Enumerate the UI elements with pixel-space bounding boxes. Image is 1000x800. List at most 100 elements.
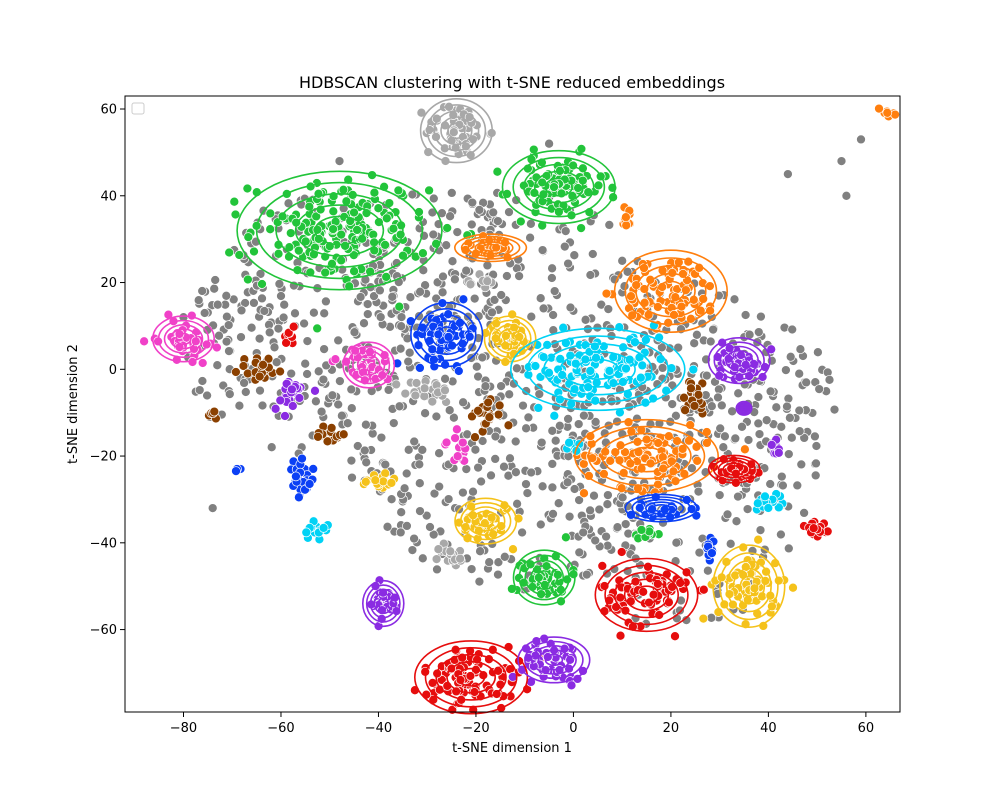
cluster-point bbox=[394, 301, 405, 312]
density-contour bbox=[544, 177, 573, 197]
noise-point bbox=[740, 310, 751, 320]
noise-point bbox=[753, 418, 764, 429]
noise-point bbox=[657, 342, 667, 353]
noise-point bbox=[701, 370, 712, 381]
noise-point bbox=[318, 374, 329, 385]
noise-point bbox=[574, 547, 585, 558]
noise-point bbox=[602, 568, 612, 579]
noise-point bbox=[602, 499, 613, 510]
noise-point bbox=[444, 405, 455, 416]
noise-point bbox=[239, 378, 249, 388]
noise-point bbox=[266, 442, 277, 453]
cluster-point bbox=[702, 438, 712, 448]
cluster-point bbox=[391, 379, 402, 390]
noise-point bbox=[547, 273, 557, 283]
cluster-point bbox=[312, 224, 323, 235]
density-contour bbox=[623, 578, 670, 612]
density-contour bbox=[454, 233, 528, 263]
cluster-point bbox=[249, 246, 259, 257]
density-contour bbox=[157, 319, 210, 359]
noise-point bbox=[785, 412, 795, 423]
density-contour bbox=[474, 241, 507, 255]
cluster-point bbox=[277, 211, 288, 222]
noise-point bbox=[236, 305, 247, 316]
cluster-point bbox=[433, 544, 444, 555]
noise-point bbox=[810, 470, 821, 481]
cluster-point bbox=[400, 388, 411, 399]
noise-point bbox=[811, 458, 821, 469]
noise-point bbox=[786, 432, 797, 443]
noise-point bbox=[255, 385, 265, 396]
cluster-point bbox=[410, 390, 421, 401]
cluster-point bbox=[620, 447, 630, 457]
noise-point bbox=[395, 343, 406, 354]
cluster-point bbox=[667, 582, 677, 592]
cluster-point bbox=[440, 385, 450, 396]
cluster-point bbox=[330, 354, 341, 365]
noise-point bbox=[415, 286, 425, 297]
noise-point bbox=[207, 503, 218, 513]
noise-point bbox=[468, 486, 478, 497]
noise-point bbox=[440, 373, 450, 384]
noise-point bbox=[375, 285, 385, 296]
noise-point bbox=[548, 310, 558, 320]
density-contour bbox=[736, 401, 751, 415]
cluster-point bbox=[209, 406, 220, 417]
chart-title: HDBSCAN clustering with t-SNE reduced em… bbox=[299, 73, 725, 92]
noise-point bbox=[754, 429, 765, 439]
noise-point bbox=[673, 342, 684, 353]
noise-point bbox=[856, 134, 866, 145]
noise-point bbox=[535, 519, 546, 530]
noise-point bbox=[428, 229, 439, 240]
noise-point bbox=[388, 418, 399, 428]
noise-point bbox=[799, 433, 810, 443]
noise-point bbox=[236, 332, 246, 342]
noise-point bbox=[824, 374, 835, 385]
cluster-point bbox=[452, 451, 463, 462]
noise-point bbox=[713, 392, 723, 403]
noise-point bbox=[829, 404, 840, 415]
noise-point bbox=[490, 431, 501, 442]
noise-point bbox=[210, 275, 221, 285]
noise-point bbox=[601, 531, 611, 542]
noise-point bbox=[565, 302, 576, 313]
density-contour bbox=[460, 235, 521, 260]
noise-point bbox=[547, 425, 558, 436]
cluster-point bbox=[882, 107, 893, 118]
cluster-point bbox=[455, 553, 465, 564]
noise-point bbox=[299, 318, 309, 329]
noise-point bbox=[432, 564, 442, 575]
noise-point bbox=[447, 256, 458, 267]
cluster-point bbox=[440, 359, 450, 370]
cluster-point bbox=[648, 589, 659, 600]
noise-point bbox=[537, 245, 548, 255]
cluster-point bbox=[773, 502, 784, 513]
noise-point bbox=[632, 413, 642, 424]
noise-point bbox=[376, 432, 387, 443]
noise-point bbox=[587, 249, 598, 259]
noise-point bbox=[382, 521, 393, 532]
density-contour bbox=[481, 243, 500, 252]
noise-point bbox=[477, 352, 488, 363]
noise-point bbox=[474, 576, 485, 587]
cluster-point bbox=[328, 224, 338, 234]
cluster-point bbox=[242, 183, 253, 194]
density-contour bbox=[369, 588, 397, 619]
cluster-point bbox=[493, 409, 504, 420]
noise-point bbox=[547, 482, 558, 493]
cluster-point bbox=[288, 321, 299, 332]
density-contour bbox=[537, 649, 571, 671]
density-contour bbox=[255, 181, 424, 280]
noise-point bbox=[722, 509, 733, 520]
cluster-point bbox=[381, 213, 392, 224]
cluster-point bbox=[313, 431, 323, 442]
noise-point bbox=[395, 527, 406, 538]
noise-point bbox=[290, 308, 300, 319]
density-contour bbox=[433, 110, 480, 152]
noise-point bbox=[547, 459, 558, 469]
density-contour bbox=[426, 104, 487, 158]
cluster-point bbox=[621, 212, 631, 223]
cluster-point bbox=[766, 440, 777, 450]
density-contour bbox=[526, 335, 669, 404]
